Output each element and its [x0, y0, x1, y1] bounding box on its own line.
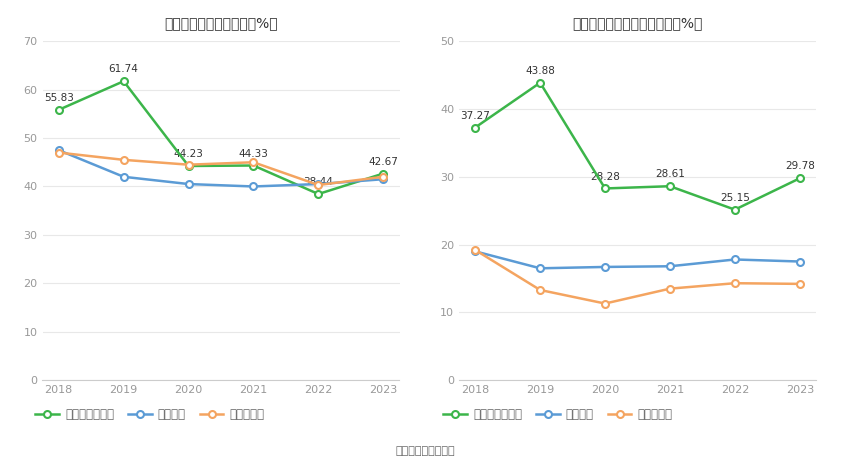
Text: 44.23: 44.23	[173, 149, 203, 159]
Text: 28.28: 28.28	[590, 171, 620, 181]
Text: 55.83: 55.83	[44, 93, 74, 103]
Title: 近年来资产负债率情况（%）: 近年来资产负债率情况（%）	[164, 16, 278, 30]
Text: 43.88: 43.88	[525, 66, 555, 76]
Text: 25.15: 25.15	[720, 193, 750, 203]
Title: 近年来有息资产负债率情况（%）: 近年来有息资产负债率情况（%）	[572, 16, 703, 30]
Text: 44.33: 44.33	[239, 148, 269, 158]
Text: 数据来源：恒生聚源: 数据来源：恒生聚源	[395, 446, 455, 456]
Text: 28.61: 28.61	[655, 169, 685, 179]
Text: 29.78: 29.78	[785, 161, 814, 171]
Legend: 公司资产负债率, 行业均值, 行业中位数: 公司资产负债率, 行业均值, 行业中位数	[31, 403, 269, 426]
Text: 42.67: 42.67	[368, 157, 398, 167]
Text: 38.44: 38.44	[303, 177, 333, 187]
Text: 61.74: 61.74	[109, 64, 139, 74]
Text: 37.27: 37.27	[461, 110, 490, 120]
Legend: 有息资产负债率, 行业均值, 行业中位数: 有息资产负债率, 行业均值, 行业中位数	[439, 403, 677, 426]
